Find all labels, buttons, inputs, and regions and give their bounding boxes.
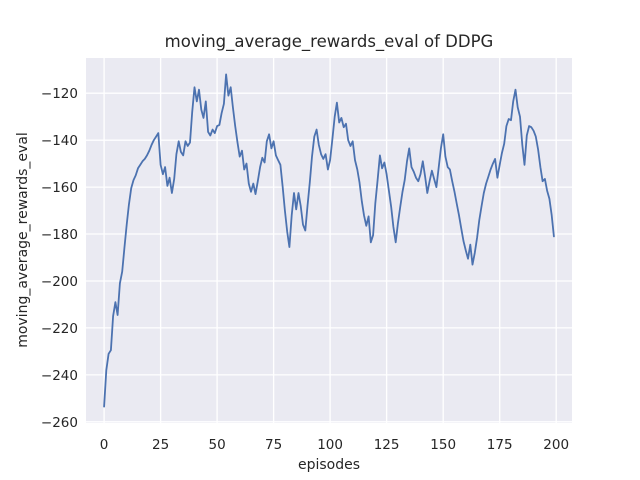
- data-line-moving_average_rewards_eval: [103, 73, 555, 408]
- x-tick-label: 50: [209, 437, 226, 453]
- y-axis-label: moving_average_rewards_eval: [15, 132, 31, 348]
- axes-background: [86, 58, 572, 423]
- chart-title: moving_average_rewards_eval of DDPG: [164, 32, 494, 51]
- x-tick-label: 150: [430, 437, 456, 453]
- x-tick-label: 125: [374, 437, 400, 453]
- x-axis-label: episodes: [297, 457, 361, 473]
- x-tick-label: 25: [152, 437, 169, 453]
- y-tick-label: −160: [41, 180, 78, 196]
- y-tick-label: −220: [41, 321, 78, 337]
- x-tick-label: 0: [100, 437, 109, 453]
- y-tick-label: −140: [41, 133, 78, 149]
- x-tick-label: 75: [265, 437, 282, 453]
- y-tick-label: −260: [41, 415, 78, 431]
- x-tick-label: 100: [317, 437, 343, 453]
- x-tick-label: 200: [543, 437, 569, 453]
- y-tick-label: −180: [41, 227, 78, 243]
- y-tick-label: −240: [41, 368, 78, 384]
- y-tick-label: −120: [41, 86, 78, 102]
- x-tick-label: 175: [487, 437, 513, 453]
- y-tick-label: −200: [41, 274, 78, 290]
